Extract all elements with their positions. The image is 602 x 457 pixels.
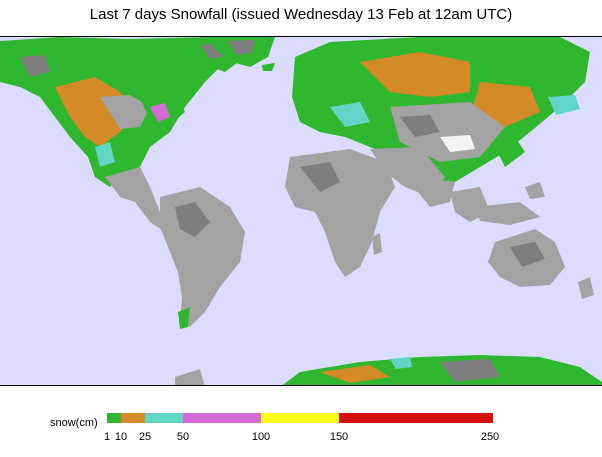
legend-tick-label: 25	[138, 431, 152, 443]
legend-tick-label: 10	[114, 431, 128, 443]
legend-tick-label: 1	[103, 431, 111, 443]
world-map-svg	[0, 37, 602, 385]
middle-east	[370, 147, 445, 197]
greenland	[210, 37, 275, 71]
legend-bin-1-10	[107, 413, 121, 423]
southeast-asia	[475, 182, 545, 225]
legend-bin-150-250	[339, 413, 493, 423]
legend-unit-label: snow(cm)	[50, 417, 98, 429]
africa	[285, 149, 395, 277]
legend-tick-label: 250	[480, 431, 500, 443]
legend-tick-label: 50	[176, 431, 190, 443]
australia	[488, 229, 594, 299]
map-title: Last 7 days Snowfall (issued Wednesday 1…	[89, 6, 513, 23]
south-america	[160, 187, 245, 329]
legend-bin-10-25	[121, 413, 145, 423]
legend-tick-label: 100	[251, 431, 271, 443]
snowfall-map	[0, 36, 602, 386]
legend-tick-label: 150	[329, 431, 349, 443]
antarctica	[175, 355, 602, 385]
legend-bin-100-150	[261, 413, 339, 423]
north-america	[0, 37, 245, 232]
legend-bin-25-50	[145, 413, 183, 423]
legend-bin-50-100	[183, 413, 261, 423]
eurasia	[292, 37, 590, 222]
